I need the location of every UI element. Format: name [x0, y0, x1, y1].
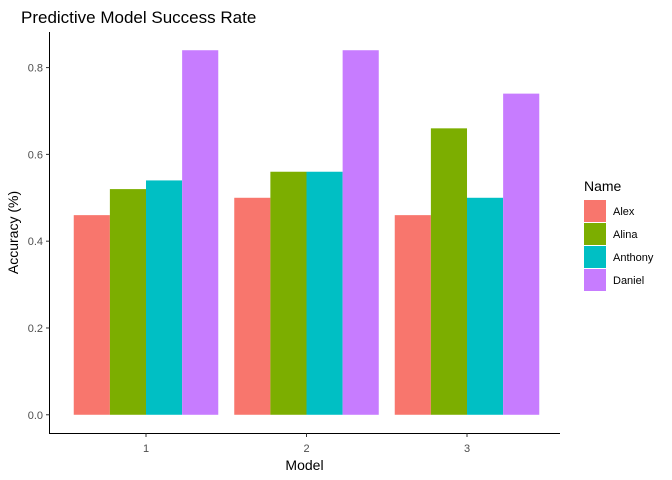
- legend-label-anthony: Anthony: [613, 252, 654, 264]
- x-ticks: 1 2 3: [143, 433, 470, 455]
- y-tick-label: 0.6: [28, 149, 43, 161]
- bar-alina-model-3: [430, 128, 468, 415]
- legend-key-daniel: [584, 269, 606, 291]
- y-axis-title: Accuracy (%): [5, 191, 21, 274]
- legend-key-anthony: [584, 246, 606, 268]
- x-tick-label: 1: [143, 443, 149, 455]
- bar-alex-model-2: [234, 197, 271, 415]
- x-tick-label: 3: [464, 443, 470, 455]
- bar-daniel-model-2: [342, 50, 379, 415]
- bar-daniel-model-1: [182, 50, 219, 415]
- chart-title: Predictive Model Success Rate: [21, 8, 256, 27]
- y-tick-label: 0.0: [28, 410, 43, 422]
- legend-key-alex: [584, 200, 606, 222]
- legend-title: Name: [584, 178, 622, 194]
- y-tick-label: 0.8: [28, 63, 43, 75]
- bar-alina-model-2: [270, 171, 307, 415]
- x-tick-label: 2: [303, 443, 309, 455]
- y-ticks: 0.0 0.2 0.4 0.6 0.8: [28, 63, 50, 422]
- legend-label-daniel: Daniel: [613, 275, 644, 287]
- y-tick-label: 0.2: [28, 323, 43, 335]
- axes: [49, 32, 560, 434]
- x-axis-title: Model: [285, 457, 323, 473]
- legend: Name Alex Alina Anthony Daniel: [584, 178, 654, 291]
- bar-alex-model-3: [394, 215, 431, 415]
- bar-anthony-model-3: [467, 197, 504, 415]
- legend-label-alina: Alina: [613, 229, 638, 241]
- bar-alina-model-1: [109, 189, 147, 415]
- legend-label-alex: Alex: [613, 206, 635, 218]
- bar-alex-model-1: [73, 215, 110, 415]
- bar-daniel-model-3: [503, 93, 540, 415]
- bar-anthony-model-1: [146, 180, 183, 415]
- legend-key-alina: [584, 223, 606, 245]
- plot-bars: [73, 50, 540, 415]
- bar-anthony-model-2: [306, 171, 343, 415]
- y-tick-label: 0.4: [28, 236, 43, 248]
